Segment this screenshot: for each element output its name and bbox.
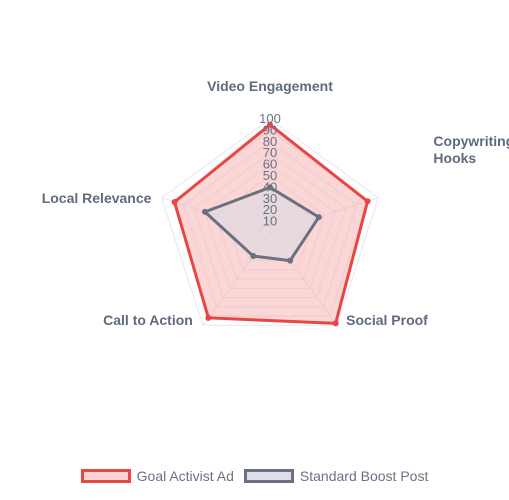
series-point-1-3[interactable] xyxy=(250,253,257,260)
series-point-1-2[interactable] xyxy=(287,257,294,264)
tick-label: 50 xyxy=(263,168,277,183)
legend-swatch-goal-activist-ad xyxy=(80,469,131,483)
legend-label: Standard Boost Post xyxy=(299,468,429,484)
tick-label: 70 xyxy=(263,145,277,160)
axis-label: Copywriting Hooks xyxy=(433,133,509,166)
tick-label: 80 xyxy=(263,134,277,149)
tick-label: 90 xyxy=(263,122,277,137)
axis-labels: Video Engagement Copywriting Hooks Social P… xyxy=(42,78,509,328)
radar-series xyxy=(171,121,371,327)
axis-label: Call to Action xyxy=(103,312,193,328)
series-point-1-1[interactable] xyxy=(315,214,322,221)
tick-label: 40 xyxy=(263,179,277,194)
series-point-0-2[interactable] xyxy=(332,320,339,327)
legend-swatch-standard-boost-post xyxy=(243,469,294,483)
tick-label: 10 xyxy=(263,214,277,229)
series-point-1-0[interactable] xyxy=(267,184,273,191)
legend-label: Goal Activist Ad xyxy=(136,468,234,484)
series-area-1 xyxy=(202,185,321,263)
series-point-0-3[interactable] xyxy=(205,314,212,321)
legend-item-standard-boost-post[interactable]: Standard Boost Post xyxy=(243,468,429,484)
series-point-0-0[interactable] xyxy=(267,121,273,128)
axis-label: Social Proof xyxy=(346,312,428,328)
series-point-0-1[interactable] xyxy=(364,198,371,205)
tick-label: 20 xyxy=(263,202,277,217)
grid-ring xyxy=(160,118,380,326)
series-point-1-4[interactable] xyxy=(201,208,208,215)
series-point-0-4[interactable] xyxy=(171,198,178,205)
axis-label: Local Relevance xyxy=(42,190,152,206)
axis-label: Video Engagement xyxy=(207,78,333,94)
legend-item-goal-activist-ad[interactable]: Goal Activist Ad xyxy=(80,468,234,484)
legend: Goal Activist Ad Standard Boost Post xyxy=(0,468,509,484)
tick-label: 60 xyxy=(263,157,277,172)
tick-label: 30 xyxy=(263,191,277,206)
tick-label: 100 xyxy=(259,111,281,126)
